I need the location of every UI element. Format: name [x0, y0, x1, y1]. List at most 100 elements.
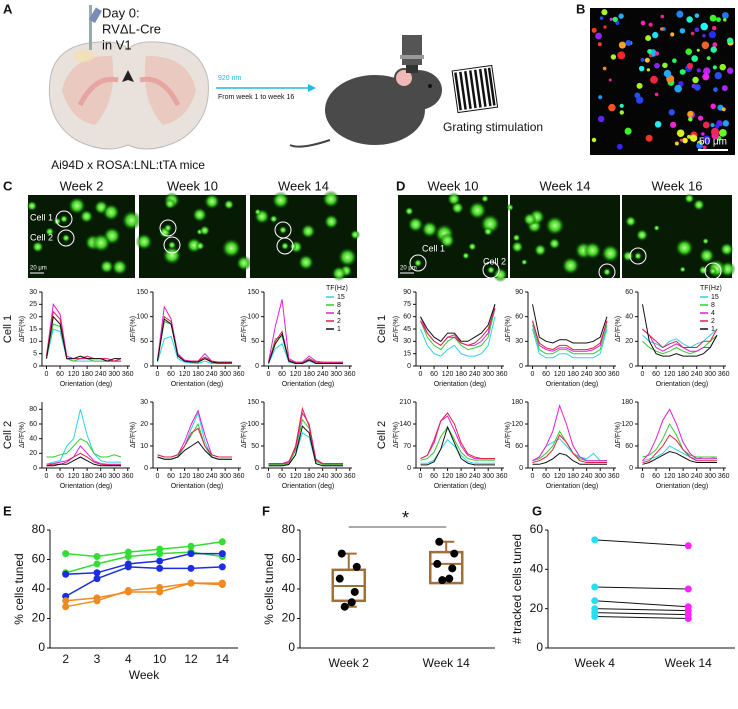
neuron-blob [121, 210, 142, 231]
cell-dot [612, 16, 618, 23]
x-tick-label: 300 [330, 473, 342, 480]
series-line [642, 450, 717, 465]
x-tick-label: 360 [608, 473, 620, 480]
neuron-blob [99, 259, 114, 274]
x-tick-label: 300 [108, 371, 120, 378]
x-tick-label: 240 [581, 371, 593, 378]
cell-label: Cell 1 [30, 212, 53, 222]
series-line [65, 552, 223, 576]
x-tick-label: 300 [594, 371, 606, 378]
cell-dot [702, 135, 711, 144]
point [124, 586, 132, 594]
cell-dot [706, 56, 711, 61]
cell-dot [713, 87, 718, 93]
cell-dot [591, 27, 597, 33]
y-tick-label: 60 [403, 314, 411, 321]
x-tick-label: 120 [664, 371, 676, 378]
x-tick-label: 0 [156, 473, 160, 480]
neuron-blob [162, 245, 182, 265]
y-axis-label: ΔF/F(%) [393, 316, 400, 342]
series-line [268, 332, 343, 364]
y-tick-label: 20 [29, 314, 37, 321]
neuron-blob [468, 242, 477, 251]
neuron-blob [271, 191, 290, 210]
panel-label: A [3, 1, 13, 16]
objective-tip [406, 65, 418, 73]
point [337, 549, 346, 558]
y-tick-label: 45 [403, 326, 411, 333]
y-tick-label: 20 [140, 421, 148, 428]
cell-label: Cell 1 [422, 243, 445, 253]
x-tick-label: Week 4 [575, 656, 616, 670]
x-tick-label: 60 [652, 371, 660, 378]
y-tick-label: 40 [530, 562, 544, 576]
y-tick-label: 60 [282, 552, 296, 566]
neuron-blob [483, 226, 493, 236]
x-tick-label: 300 [594, 473, 606, 480]
cell-dot [726, 67, 734, 74]
point [187, 579, 195, 587]
neuron-blob [350, 229, 361, 240]
cell-dot [636, 82, 643, 89]
point [93, 569, 101, 577]
point [187, 542, 195, 550]
series-line [268, 425, 343, 467]
y-tick-label: 150 [247, 289, 259, 296]
annotation: in V1 [102, 37, 132, 52]
series-line [157, 427, 232, 458]
point [187, 564, 195, 572]
cell-dot [696, 142, 703, 149]
panel-label: F [262, 503, 270, 518]
series-line [532, 434, 607, 463]
neuron-blob [493, 267, 508, 283]
point [684, 585, 692, 593]
cell-dot [608, 78, 612, 82]
neuron-blob [102, 203, 120, 221]
cell-dot [700, 22, 709, 31]
cell-dot [694, 13, 700, 18]
x-tick-label: 0 [531, 371, 535, 378]
scale-label: 50 μm [699, 137, 727, 148]
x-tick-label: 60 [56, 371, 64, 378]
ventricle [122, 70, 134, 82]
cell-dot [702, 34, 706, 38]
y-tick-label: 50 [251, 443, 259, 450]
x-tick-label: 300 [219, 371, 231, 378]
cell-dot [696, 68, 701, 73]
cell-dot [685, 48, 692, 55]
y-tick-label: 0 [33, 465, 37, 472]
x-tick-label: 60 [56, 473, 64, 480]
y-tick-label: 30 [515, 338, 523, 345]
x-tick-label: 180 [677, 473, 689, 480]
point [591, 613, 599, 621]
cell-outline [409, 254, 427, 272]
x-tick-label: 360 [608, 371, 620, 378]
cell-dot [679, 69, 686, 75]
neuron-blob [675, 238, 694, 258]
cell-dot [672, 58, 677, 64]
x-tick-label: 240 [469, 371, 481, 378]
legend-label: 8 [711, 302, 715, 309]
legend-label: 1 [337, 326, 341, 333]
y-tick-label: 100 [136, 314, 148, 321]
x-tick-label: 360 [344, 473, 356, 480]
series-line [268, 418, 343, 465]
series-line [420, 316, 496, 357]
cell-dot [640, 57, 645, 62]
y-tick-label: 15 [403, 351, 411, 358]
neuron-blob [62, 234, 70, 242]
cell-dot [652, 31, 659, 39]
y-tick-label: 100 [247, 314, 259, 321]
x-tick-label: 300 [108, 473, 120, 480]
point [156, 550, 164, 558]
neuron-blob [53, 217, 62, 226]
series-line [157, 440, 232, 460]
cell-dot [654, 121, 662, 128]
content: A Day 0: RVΔL-Cre in V1 Ai94D x ROSA:LNL… [2, 1, 736, 682]
neuron-blob [279, 226, 287, 234]
point [347, 598, 356, 607]
mouse-eye [428, 84, 432, 88]
cell-dot [690, 31, 695, 36]
series-line [65, 541, 223, 558]
y-axis-label: ΔF/F(%) [615, 422, 622, 448]
